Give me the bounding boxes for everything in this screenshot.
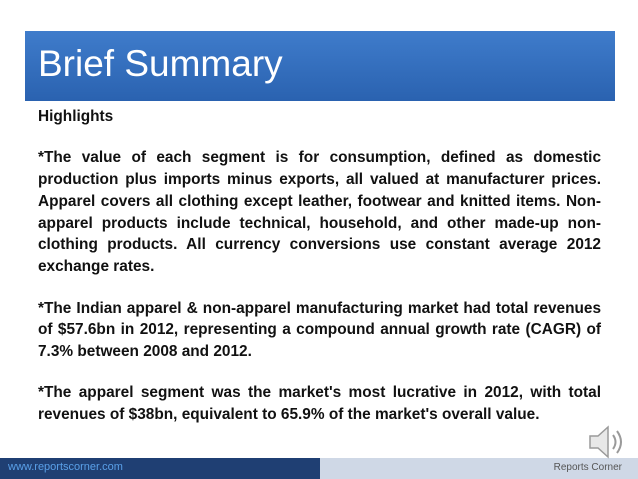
content: Highlights *The value of each segment is… <box>38 106 601 446</box>
speaker-icon[interactable] <box>584 420 628 464</box>
highlights-heading: Highlights <box>38 108 114 125</box>
footer-right: Reports Corner <box>320 458 638 479</box>
footer-brand: Reports Corner <box>553 462 622 473</box>
paragraph: *The apparel segment was the market's mo… <box>38 384 601 424</box>
paragraph: *The Indian apparel & non-apparel manufa… <box>38 299 601 361</box>
paragraph: *The value of each segment is for consum… <box>38 149 601 276</box>
title: Brief Summary <box>38 43 283 84</box>
footer-url[interactable]: www.reportscorner.com <box>8 461 123 473</box>
footer-left: www.reportscorner.com <box>0 458 320 479</box>
footer: www.reportscorner.com Reports Corner <box>0 458 638 479</box>
title-bar: Brief Summary <box>25 31 615 101</box>
